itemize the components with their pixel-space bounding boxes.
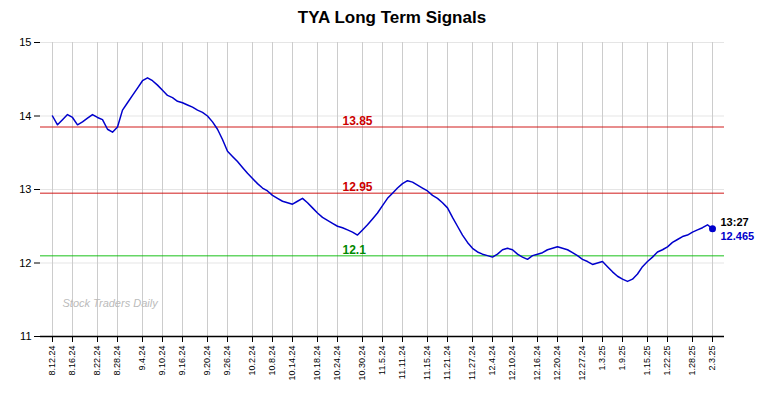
svg-text:10.2.24: 10.2.24 bbox=[247, 346, 257, 376]
svg-text:11.5.24: 11.5.24 bbox=[377, 346, 387, 375]
svg-text:11.15.24: 11.15.24 bbox=[422, 346, 432, 380]
html-text:TYA Long Term Signals: TYA Long Term Signals bbox=[297, 8, 487, 27]
svg-text:12.1: 12.1 bbox=[343, 243, 367, 257]
svg-text:9.10.24: 9.10.24 bbox=[157, 346, 167, 376]
svg-text:12.4.24: 12.4.24 bbox=[487, 346, 497, 376]
svg-text:10.8.24: 10.8.24 bbox=[267, 346, 277, 376]
svg-text:9.26.24: 9.26.24 bbox=[222, 346, 232, 376]
svg-text:1.15.25: 1.15.25 bbox=[642, 346, 652, 376]
svg-text:11.21.24: 11.21.24 bbox=[442, 346, 452, 380]
svg-text:10.24.24: 10.24.24 bbox=[332, 346, 342, 381]
svg-text:1.9.25: 1.9.25 bbox=[617, 346, 627, 371]
svg-text:11.11.24: 11.11.24 bbox=[397, 346, 407, 380]
svg-text:1.22.25: 1.22.25 bbox=[662, 346, 672, 376]
svg-text:14: 14 bbox=[19, 110, 31, 122]
svg-text:12: 12 bbox=[19, 257, 31, 269]
svg-text:8.28.24: 8.28.24 bbox=[112, 346, 122, 376]
svg-text:13.85: 13.85 bbox=[343, 114, 373, 128]
svg-text:12.16.24: 12.16.24 bbox=[532, 346, 542, 381]
svg-text:12.20.24: 12.20.24 bbox=[552, 346, 562, 381]
svg-text:1.28.25: 1.28.25 bbox=[687, 346, 697, 376]
svg-text:12.27.24: 12.27.24 bbox=[577, 346, 587, 381]
svg-text:9.20.24: 9.20.24 bbox=[202, 346, 212, 376]
svg-text:13: 13 bbox=[19, 183, 31, 195]
svg-text:8.22.24: 8.22.24 bbox=[92, 346, 102, 376]
svg-text:12.465: 12.465 bbox=[721, 230, 755, 242]
svg-text:8.12.24: 8.12.24 bbox=[47, 346, 57, 376]
svg-text:10.14.24: 10.14.24 bbox=[287, 346, 297, 381]
svg-text:11.27.24: 11.27.24 bbox=[467, 346, 477, 380]
svg-text:12.10.24: 12.10.24 bbox=[507, 346, 517, 381]
svg-text:12.95: 12.95 bbox=[343, 180, 373, 194]
svg-text:9.16.24: 9.16.24 bbox=[177, 346, 187, 376]
svg-text:10.18.24: 10.18.24 bbox=[312, 346, 322, 381]
svg-text:8.16.24: 8.16.24 bbox=[67, 346, 77, 376]
svg-text:11: 11 bbox=[20, 330, 31, 342]
svg-text:2.3.25: 2.3.25 bbox=[707, 346, 717, 371]
svg-text:10.30.24: 10.30.24 bbox=[357, 346, 367, 381]
svg-text:9.4.24: 9.4.24 bbox=[137, 346, 147, 371]
svg-text:15: 15 bbox=[19, 36, 31, 48]
svg-text:Stock Traders Daily: Stock Traders Daily bbox=[63, 297, 160, 309]
svg-text:1.3.25: 1.3.25 bbox=[597, 346, 607, 371]
svg-text:13:27: 13:27 bbox=[721, 216, 749, 228]
